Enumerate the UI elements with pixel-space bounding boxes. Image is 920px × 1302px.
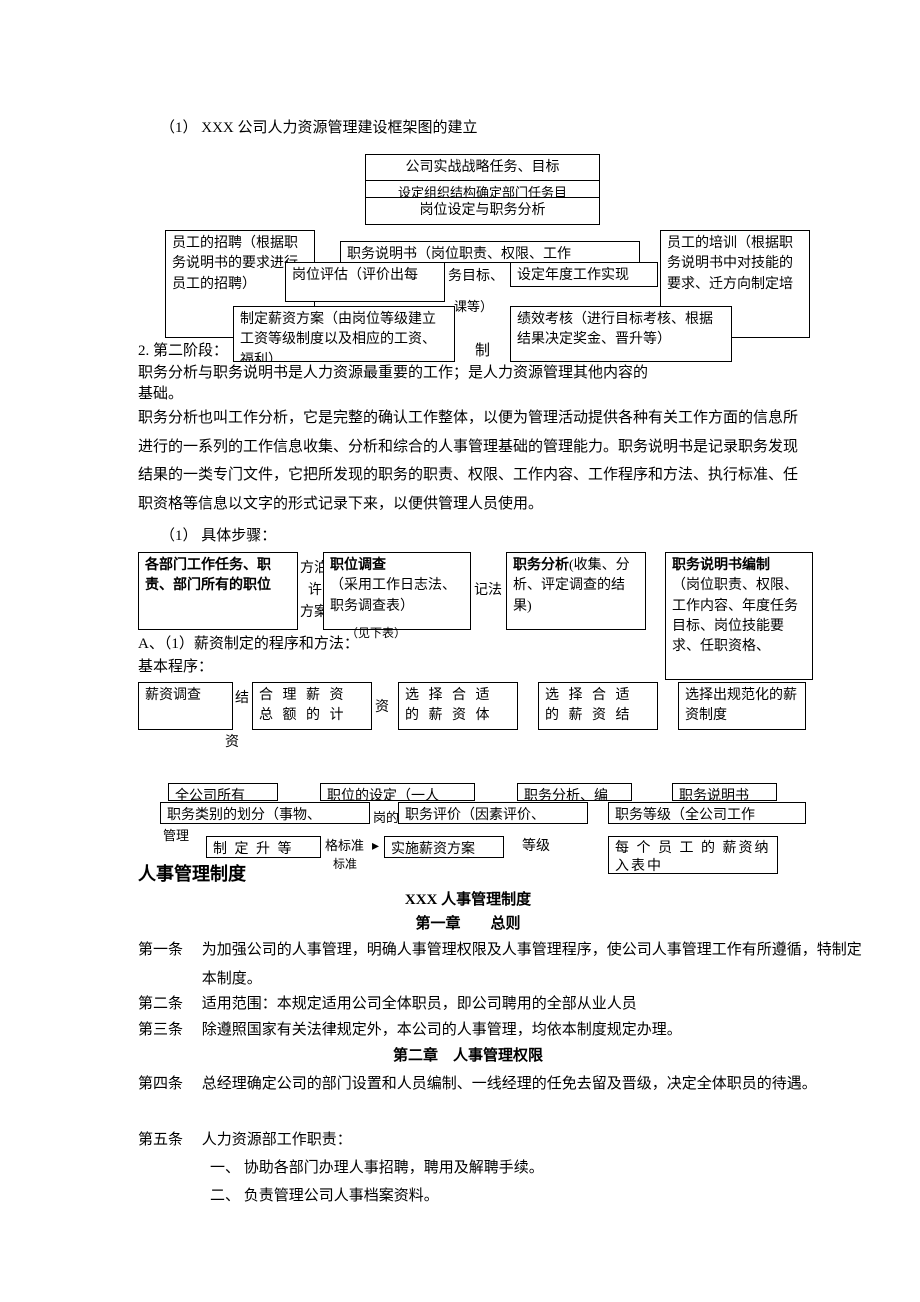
r2-b-body: （采用工作日志法、职务调查表）	[330, 578, 456, 613]
r3-d: 选 择 合 适 的 薪 资 结	[538, 682, 658, 730]
r2-d-body: （岗位职责、权限、工作内容、年度任务目标、岗位技能要求、任职资格、	[672, 578, 798, 654]
article-1: 第一条 为加强公司的人事管理，明确人事管理权限及人事管理程序，使公司人事管理工作…	[138, 936, 883, 993]
r3-a-f2: 资	[225, 732, 239, 754]
r2-b-title: 职位调查	[330, 558, 386, 573]
d1-below-left: 岗位评估（评价出每	[285, 262, 445, 302]
hr-section-header: 人事管理制度	[138, 860, 246, 889]
r6-a-f2: 标准	[333, 855, 357, 874]
article-5-label: 第五条	[138, 1126, 198, 1155]
chapter-1: 第一章 总则	[138, 912, 798, 936]
r2-a: 各部门工作任务、职责、部门所有的职位	[138, 552, 298, 630]
d1-wage: 制定薪资方案（由岗位等级建立工资等级制度以及相应的工资、福利）	[233, 306, 455, 362]
steps-label: （1） 具体步骤：	[160, 524, 276, 548]
article-3-label: 第三条	[138, 1016, 198, 1045]
r5-a-f: 管理	[163, 826, 189, 847]
article-1-body: 为加强公司的人事管理，明确人事管理权限及人事管理程序，使公司人事管理工作有所遵循…	[202, 936, 872, 993]
d1-top1: 公司实战战略任务、目标	[365, 154, 600, 182]
r3-a: 薪资调查	[138, 682, 233, 730]
d1-below-left-text: 岗位评估（评价出每	[292, 268, 418, 283]
article-1-label: 第一条	[138, 936, 198, 965]
article-2-body: 适用范围：本规定适用公司全体职员，即公司聘用的全部从业人员	[202, 990, 872, 1019]
r4-b-f: 岗的	[373, 808, 399, 829]
article-2: 第二条 适用范围：本规定适用公司全体职员，即公司聘用的全部从业人员	[138, 990, 883, 1019]
r2-c: 职务分析(收集、分析、评定调查的结果)	[506, 552, 646, 630]
article-5-item-2: 二、 负责管理公司人事档案资料。	[210, 1182, 439, 1211]
a-line: A、（1）薪资制定的程序和方法：	[138, 632, 359, 656]
d1-right-mid: 设定年度工作实现	[510, 262, 658, 287]
r2-d: 职务说明书编制 （岗位职责、权限、工作内容、年度任务目标、岗位技能要求、任职资格…	[665, 552, 813, 680]
article-5: 第五条 人力资源部工作职责：	[138, 1126, 883, 1155]
d1-frag-mu: 务目标、	[448, 266, 504, 288]
r2-d-title: 职务说明书编制	[672, 558, 770, 573]
d1-top2: 设定组织结构确定部门任务目	[365, 180, 600, 198]
article-2-label: 第二条	[138, 990, 198, 1019]
r3-a-f1: 结	[235, 688, 249, 710]
r6-a: 制 定 升 等 基	[206, 836, 321, 858]
r4-c: 职务分析、编	[517, 783, 632, 801]
r5-b-f: 等级	[522, 836, 550, 858]
hr-title: XXX 人事管理制度	[138, 888, 798, 912]
article-3-body: 除遵照国家有关法律规定外，本公司的人事管理，均依本制度规定办理。	[202, 1016, 872, 1045]
r5-b: 职务评价（因素评价、	[398, 802, 588, 824]
d1-mid-top: 职务说明书（岗位职责、权限、工作	[340, 241, 640, 263]
r4-b: 职位的设定（一人	[320, 783, 475, 801]
r5-a: 职务类别的划分（事物、	[160, 802, 370, 824]
r3-b-f: 资	[375, 697, 389, 719]
article-3: 第三条 除遵照国家有关法律规定外，本公司的人事管理，均依本制度规定办理。	[138, 1016, 883, 1045]
d1-top3: 岗位设定与职务分析	[365, 197, 600, 225]
document-page: （1） XXX 公司人力资源管理建设框架图的建立 公司实战战略任务、目标 设定组…	[0, 0, 920, 1302]
r4-a: 全公司所有	[168, 783, 278, 801]
r4-d: 职务说明书	[672, 783, 777, 801]
article-4: 第四条 总经理确定公司的部门设置和人员编制、一线经理的任免去留及晋级，决定全体职…	[138, 1070, 883, 1099]
r3-e: 选择出规范化的薪资制度	[678, 682, 806, 730]
a-line2: 基本程序：	[138, 655, 213, 679]
d1-perf: 绩效考核（进行目标考核、根据结果决定奖金、晋升等）	[510, 306, 732, 362]
d1-frag-ke: 课等）	[454, 297, 493, 318]
intro-line: （1） XXX 公司人力资源管理建设框架图的建立	[160, 116, 478, 140]
r6-c: 每 个 员 工 的 薪资纳入表中	[608, 836, 778, 874]
article-5-item-1: 一、 协助各部门办理人事招聘，聘用及解聘手续。	[210, 1154, 544, 1183]
chapter-2: 第二章 人事管理权限	[138, 1044, 798, 1068]
article-5-body: 人力资源部工作职责：	[202, 1126, 872, 1155]
r5-c: 职务等级（全公司工作	[608, 802, 806, 824]
r2-c-title: 职务分析	[513, 558, 569, 573]
r3-c: 选 择 合 适 的 薪 资 体	[398, 682, 518, 730]
para-job-analysis: 职务分析也叫工作分析，它是完整的确认工作整体，以便为管理活动提供各种有关工作方面…	[138, 404, 798, 518]
r6-a-f1: 格标准	[325, 836, 364, 857]
r2-mid: 记法	[474, 580, 502, 602]
r2-a-frag2: 许	[308, 580, 322, 602]
r2-b: 职位调查 （采用工作日志法、职务调查表）	[323, 552, 471, 630]
arrow-icon: ▸	[372, 836, 379, 858]
r3-b: 合 理 薪 资 总 额 的 计	[252, 682, 372, 730]
article-4-label: 第四条	[138, 1070, 198, 1099]
article-4-body: 总经理确定公司的部门设置和人员编制、一线经理的任免去留及晋级，决定全体职员的待遇…	[202, 1070, 872, 1099]
r6-b: 实施薪资方案	[384, 836, 504, 858]
